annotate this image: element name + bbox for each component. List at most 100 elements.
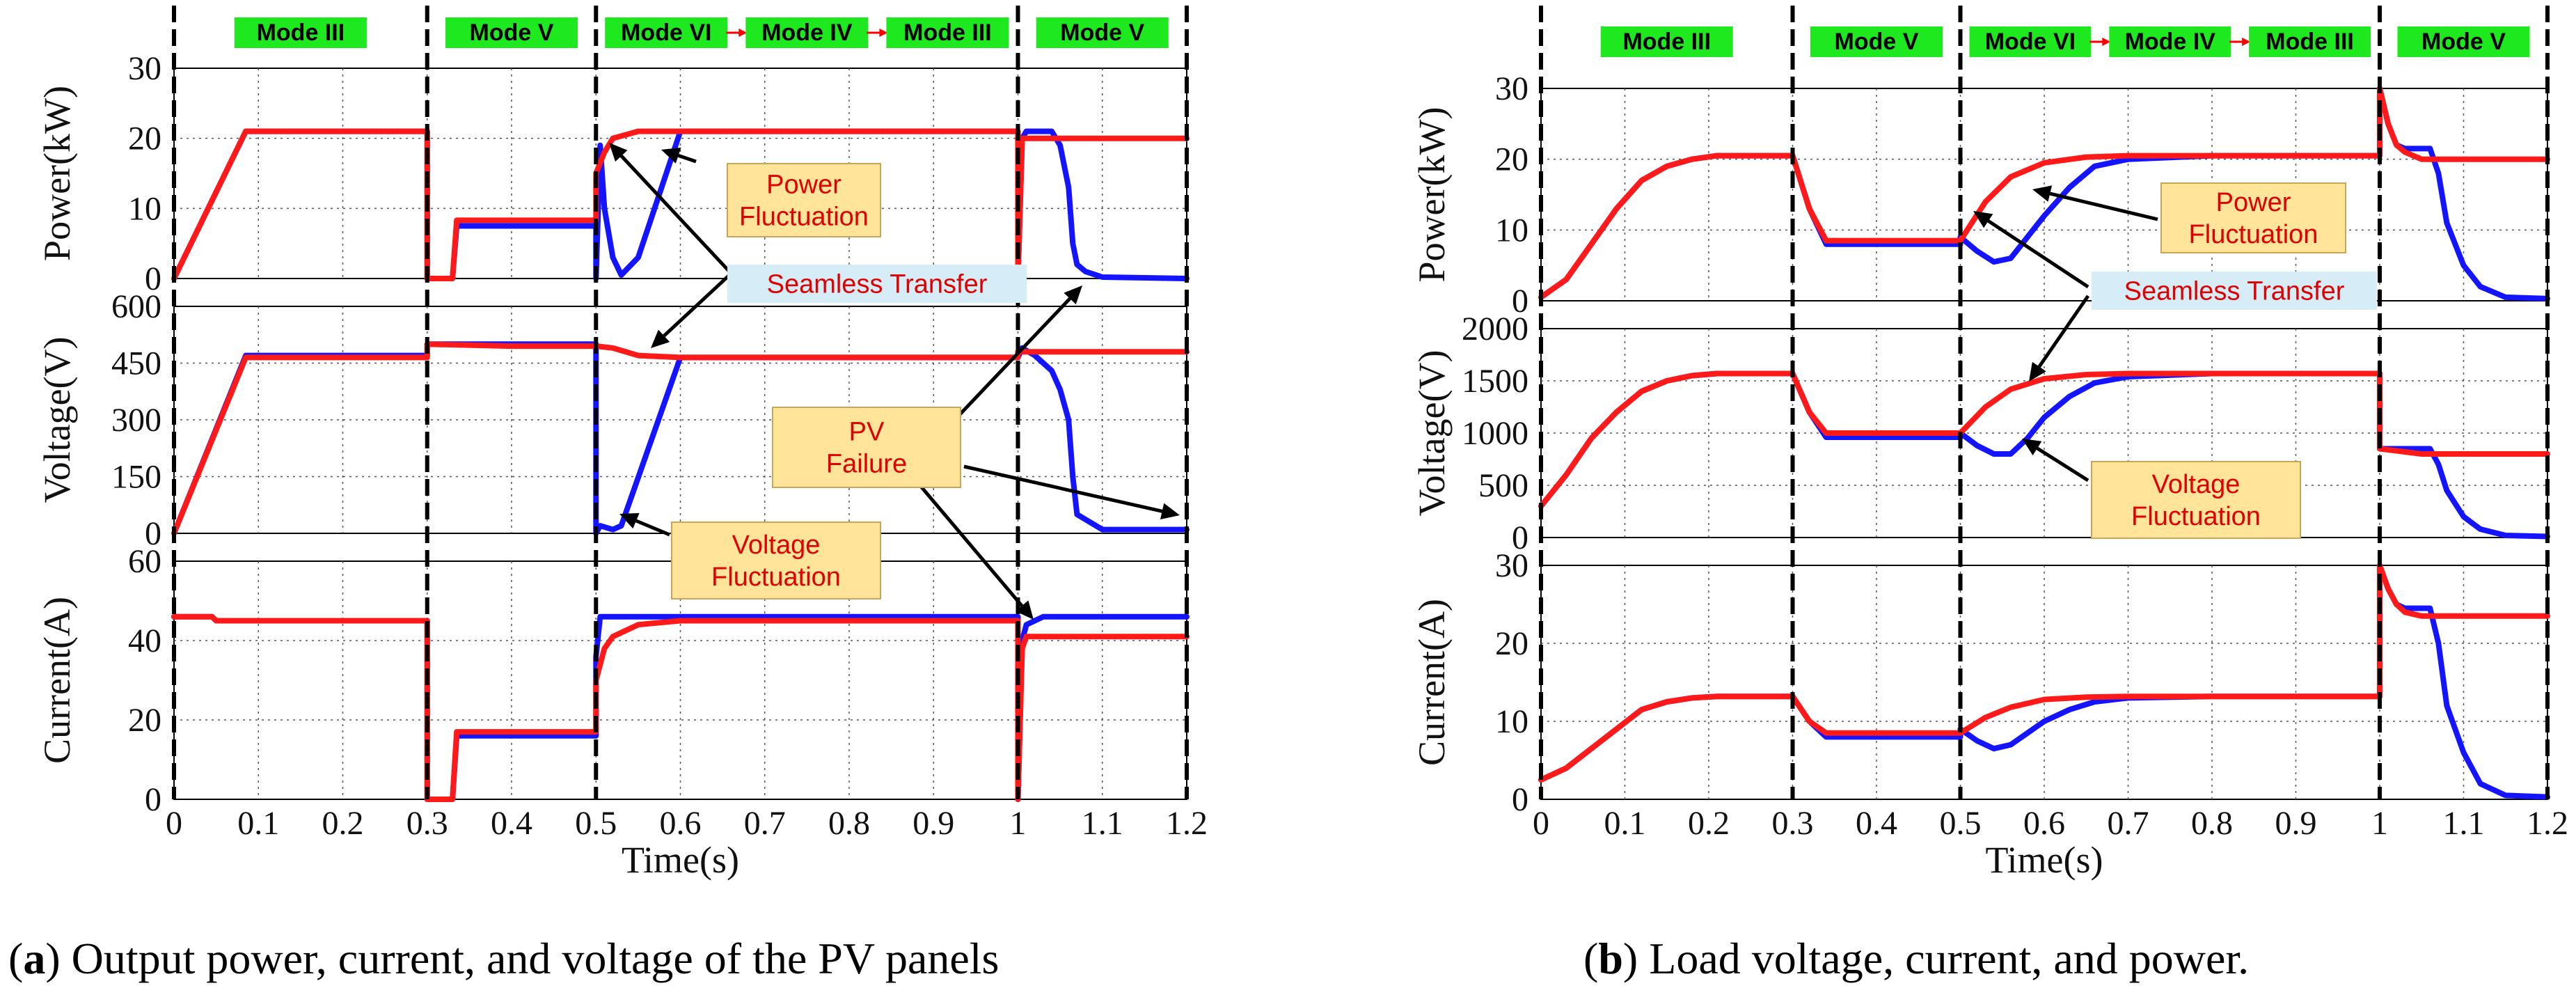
x-tick-label: 0.6 — [660, 805, 702, 842]
y-tick-label: 0 — [1512, 283, 1528, 320]
annotation-text: Seamless Transfer — [2124, 277, 2345, 306]
mode-label: Mode V — [1835, 29, 1919, 55]
annotation-text: Fluctuation — [2131, 502, 2261, 531]
x-tick-label: 0.7 — [744, 805, 786, 842]
mode-label-box — [1810, 26, 1943, 57]
mode-label-box — [445, 17, 578, 48]
annotation-arrowhead — [1160, 503, 1180, 519]
y-axis-label: Current(A) — [1411, 599, 1453, 766]
mode-label: Mode III — [1622, 29, 1711, 55]
mode-label-box — [1600, 26, 1733, 57]
y-tick-label: 20 — [1495, 141, 1528, 178]
chart-a: Mode III Mode V Mode VI Mode IV Mode III Mode… — [36, 6, 1208, 881]
annotation-arrowhead — [619, 512, 640, 529]
y-axis-label: Power(kW) — [36, 86, 78, 261]
x-axis-label: Time(s) — [622, 839, 739, 881]
x-tick-label: 0.8 — [828, 805, 870, 842]
annotation-arrow — [2037, 295, 2090, 368]
x-tick-label: 1 — [2371, 805, 2388, 842]
y-tick-label: 1000 — [1462, 415, 1528, 452]
x-tick-label: 0.3 — [406, 805, 448, 842]
y-tick-label: 10 — [1495, 703, 1528, 740]
y-tick-label: 0 — [145, 515, 161, 552]
caption-letter: b — [1598, 934, 1623, 983]
y-axis-label: Voltage(V) — [36, 337, 78, 503]
panel-1: 0 10 20 30 Power(kW) — [1411, 70, 2550, 320]
chart-b: Mode III Mode V Mode VI Mode IV Mode III Mode… — [1411, 6, 2568, 881]
x-tick-label: 0.2 — [1688, 805, 1730, 842]
annotation-box — [772, 407, 961, 488]
annotation-arrow — [1987, 219, 2089, 289]
mode-label: Mode V — [1060, 19, 1144, 46]
mode-arrowhead — [2242, 38, 2251, 46]
mode-label: Mode III — [2266, 29, 2354, 55]
mode-label: Mode VI — [621, 19, 711, 46]
annotation-arrowhead — [1973, 211, 1993, 228]
annotation-arrowhead — [1064, 285, 1082, 305]
series-red — [1538, 563, 2550, 783]
x-tick-label: 0.1 — [1604, 805, 1646, 842]
x-tick-label: 0.3 — [1772, 805, 1814, 842]
y-tick-label: 10 — [128, 190, 161, 227]
annotation-text: Power — [2216, 188, 2291, 217]
panel-3: 0 20 40 60 Current(A) — [36, 543, 1190, 818]
y-tick-label: 500 — [1478, 467, 1528, 504]
annotation-arrowhead — [2029, 361, 2046, 382]
x-tick-label: 1.2 — [2527, 805, 2568, 842]
caption-paren: ( — [8, 934, 23, 983]
y-tick-label: 1500 — [1462, 363, 1528, 400]
annotation-arrowhead — [651, 329, 670, 348]
series-red — [171, 613, 1190, 802]
y-tick-label: 20 — [1495, 625, 1528, 662]
y-tick-label: 0 — [145, 781, 161, 818]
annotation-arrowhead — [609, 143, 628, 162]
annotation-arrow — [635, 519, 670, 537]
x-tick-label: 0.9 — [2275, 805, 2317, 842]
annotation-arrow — [619, 155, 731, 273]
y-tick-label: 20 — [128, 702, 161, 739]
y-tick-label: 600 — [111, 288, 161, 325]
mode-arrowhead — [879, 29, 888, 37]
annotation-text: Fluctuation — [711, 563, 841, 592]
annotation-text: Fluctuation — [2189, 220, 2318, 249]
mode-label: Mode III — [903, 19, 992, 46]
y-tick-label: 450 — [111, 345, 161, 382]
series-red — [1538, 86, 2550, 300]
y-tick-label: 30 — [1495, 547, 1528, 584]
captions: (a) Output power, current, and voltage o… — [8, 934, 2249, 983]
y-tick-label: 2000 — [1462, 311, 1528, 347]
caption-text: ) Load voltage, current, and power. — [1623, 934, 2249, 983]
x-tick-label: 0.2 — [322, 805, 364, 842]
y-tick-label: 300 — [111, 402, 161, 439]
annotation-arrow — [2036, 446, 2089, 483]
mode-label-box — [1969, 26, 2092, 57]
annotation-text: Voltage — [2152, 470, 2241, 499]
mode-label-box — [234, 17, 367, 48]
x-tick-label: 0.4 — [1856, 805, 1897, 842]
y-tick-label: 30 — [1495, 70, 1528, 107]
x-tick-label: 0 — [166, 805, 182, 842]
x-tick-label: 0.7 — [2108, 805, 2149, 842]
annotation-arrow — [949, 297, 1071, 426]
annotation-text: Failure — [826, 450, 907, 479]
y-tick-label: 0 — [1512, 781, 1528, 818]
annotation-arrow — [663, 274, 731, 338]
mode-label-box — [2249, 26, 2371, 57]
annotation-box — [727, 265, 1027, 303]
mode-arrowhead — [2102, 38, 2111, 46]
annotation-arrow — [963, 464, 1163, 513]
annotation-arrowhead — [2032, 185, 2053, 202]
caption-paren: ( — [1583, 934, 1598, 983]
y-axis-label: Voltage(V) — [1411, 350, 1453, 517]
mode-arrowhead — [738, 29, 748, 37]
annotation-text: Fluctuation — [739, 203, 869, 232]
x-tick-label: 0 — [1533, 805, 1549, 842]
annotation-arrowhead — [661, 148, 681, 164]
annotation-box — [671, 522, 881, 599]
x-tick-label: 0.5 — [1940, 805, 1982, 842]
caption-letter: a — [23, 934, 45, 983]
x-tick-label: 1 — [1010, 805, 1027, 842]
caption-text: ) Output power, current, and voltage of … — [45, 934, 999, 983]
x-tick-label: 0.1 — [237, 805, 279, 842]
